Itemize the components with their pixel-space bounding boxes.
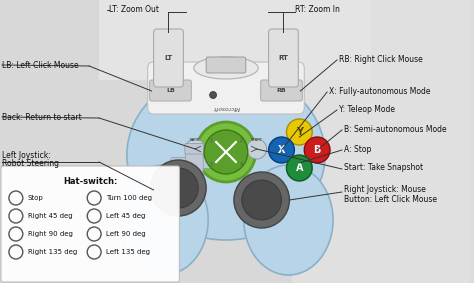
Ellipse shape xyxy=(194,57,258,79)
Text: Start: Take Snapshot: Start: Take Snapshot xyxy=(344,164,423,173)
FancyBboxPatch shape xyxy=(269,29,298,87)
Ellipse shape xyxy=(244,165,333,275)
FancyBboxPatch shape xyxy=(148,62,304,114)
Text: Robot Steering: Robot Steering xyxy=(2,158,59,168)
Text: LT: Zoom Out: LT: Zoom Out xyxy=(109,5,159,14)
Text: Y: Y xyxy=(296,127,303,137)
Text: X: Fully-autonomous Mode: X: Fully-autonomous Mode xyxy=(329,87,430,95)
Text: A: Stop: A: Stop xyxy=(344,145,371,153)
Text: 2: 2 xyxy=(239,138,242,143)
Circle shape xyxy=(204,130,248,174)
Text: B: Semi-autonomous Mode: B: Semi-autonomous Mode xyxy=(344,125,447,134)
FancyBboxPatch shape xyxy=(185,171,204,183)
Circle shape xyxy=(210,91,217,98)
Circle shape xyxy=(286,119,312,145)
Circle shape xyxy=(247,139,266,159)
FancyBboxPatch shape xyxy=(99,0,371,80)
Circle shape xyxy=(159,168,198,208)
Circle shape xyxy=(269,137,294,163)
Text: A: A xyxy=(296,163,303,173)
FancyBboxPatch shape xyxy=(185,143,204,155)
Circle shape xyxy=(234,172,290,228)
Text: Right 45 deg: Right 45 deg xyxy=(28,213,73,219)
Circle shape xyxy=(304,137,330,163)
Text: LB: LB xyxy=(166,89,175,93)
Text: BACK: BACK xyxy=(190,138,201,142)
Text: Microsoft: Microsoft xyxy=(212,106,239,110)
Ellipse shape xyxy=(127,70,325,240)
Text: X: X xyxy=(278,145,285,155)
Text: 3: 3 xyxy=(210,162,213,168)
FancyBboxPatch shape xyxy=(150,80,191,101)
Circle shape xyxy=(185,139,205,159)
FancyBboxPatch shape xyxy=(199,158,218,168)
Text: Left 135 deg: Left 135 deg xyxy=(106,249,150,255)
Circle shape xyxy=(151,160,206,216)
Text: Left Joystick:: Left Joystick: xyxy=(2,151,51,160)
Ellipse shape xyxy=(119,165,208,275)
Text: Turn 100 deg: Turn 100 deg xyxy=(106,195,152,201)
Text: START: START xyxy=(251,138,263,142)
Circle shape xyxy=(242,180,282,220)
FancyBboxPatch shape xyxy=(154,29,183,87)
Text: Right 90 deg: Right 90 deg xyxy=(28,231,73,237)
Text: Right Joystick: Mouse: Right Joystick: Mouse xyxy=(344,185,426,194)
Circle shape xyxy=(286,155,312,181)
Text: Hat-switch:: Hat-switch: xyxy=(63,177,118,185)
Text: LB: Left Click Mouse: LB: Left Click Mouse xyxy=(2,61,79,70)
Text: RB: RB xyxy=(277,89,286,93)
FancyBboxPatch shape xyxy=(261,80,302,101)
Text: Stop: Stop xyxy=(28,195,44,201)
Text: RB: Right Click Mouse: RB: Right Click Mouse xyxy=(339,55,423,65)
Text: Right 135 deg: Right 135 deg xyxy=(28,249,77,255)
Text: 1: 1 xyxy=(210,138,213,143)
Text: 4: 4 xyxy=(239,162,242,168)
Text: B: B xyxy=(313,145,321,155)
FancyBboxPatch shape xyxy=(171,158,190,168)
Text: Button: Left Click Mouse: Button: Left Click Mouse xyxy=(344,194,437,203)
FancyBboxPatch shape xyxy=(1,166,179,282)
Text: Back: Return to start: Back: Return to start xyxy=(2,113,82,121)
FancyBboxPatch shape xyxy=(206,57,246,73)
Text: Y: Teleop Mode: Y: Teleop Mode xyxy=(339,104,395,113)
Text: RT: RT xyxy=(278,55,289,61)
Circle shape xyxy=(196,122,255,182)
FancyBboxPatch shape xyxy=(185,154,203,172)
Text: Left 45 deg: Left 45 deg xyxy=(106,213,146,219)
FancyBboxPatch shape xyxy=(292,0,470,283)
Text: Left 90 deg: Left 90 deg xyxy=(106,231,146,237)
Text: LT: LT xyxy=(164,55,173,61)
Text: RT: Zoom In: RT: Zoom In xyxy=(295,5,340,14)
